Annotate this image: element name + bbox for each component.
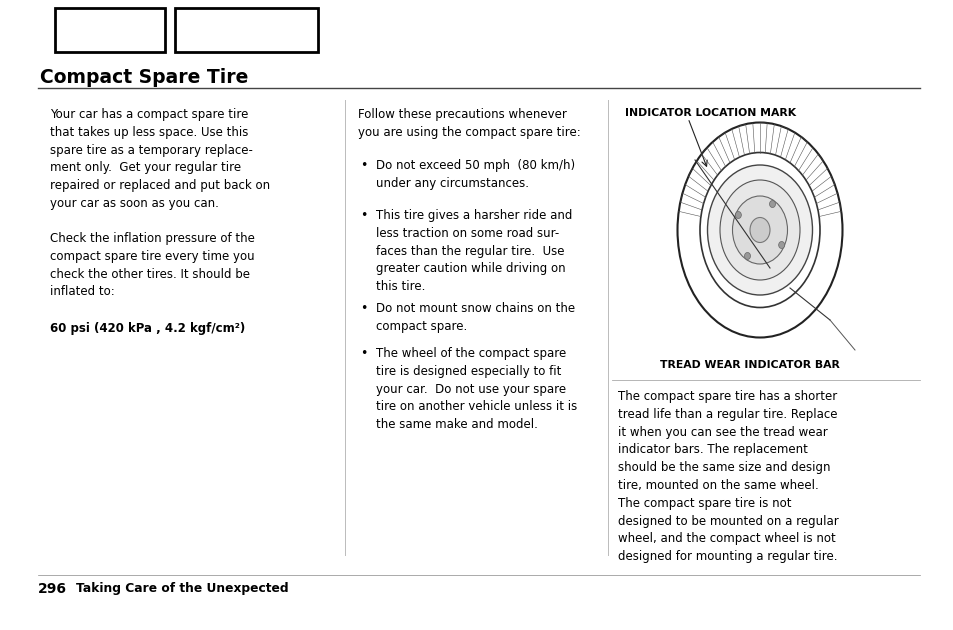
- Text: This tire gives a harsher ride and
less traction on some road sur-
faces than th: This tire gives a harsher ride and less …: [375, 209, 572, 293]
- Text: 296: 296: [38, 582, 67, 596]
- Text: Check the inflation pressure of the
compact spare tire every time you
check the : Check the inflation pressure of the comp…: [50, 232, 254, 299]
- Text: Taking Care of the Unexpected: Taking Care of the Unexpected: [76, 582, 289, 595]
- Ellipse shape: [769, 200, 775, 207]
- Ellipse shape: [700, 152, 820, 307]
- Text: The compact spare tire has a shorter
tread life than a regular tire. Replace
it : The compact spare tire has a shorter tre…: [618, 390, 838, 563]
- Ellipse shape: [707, 165, 812, 295]
- Ellipse shape: [743, 253, 750, 260]
- Ellipse shape: [677, 122, 841, 338]
- Bar: [174, 8, 317, 52]
- Text: Do not exceed 50 mph  (80 km/h)
under any circumstances.: Do not exceed 50 mph (80 km/h) under any…: [375, 159, 575, 190]
- Ellipse shape: [732, 196, 786, 264]
- Ellipse shape: [749, 217, 769, 243]
- Text: TREAD WEAR INDICATOR BAR: TREAD WEAR INDICATOR BAR: [659, 360, 839, 370]
- Text: •: •: [359, 347, 367, 360]
- Text: The wheel of the compact spare
tire is designed especially to fit
your car.  Do : The wheel of the compact spare tire is d…: [375, 347, 577, 431]
- Text: INDICATOR LOCATION MARK: INDICATOR LOCATION MARK: [624, 108, 796, 118]
- Ellipse shape: [735, 212, 740, 219]
- Ellipse shape: [720, 180, 800, 280]
- Text: 60 psi (420 kPa , 4.2 kgf/cm²): 60 psi (420 kPa , 4.2 kgf/cm²): [50, 322, 245, 335]
- Bar: [55, 8, 165, 52]
- Text: •: •: [359, 209, 367, 222]
- Text: Do not mount snow chains on the
compact spare.: Do not mount snow chains on the compact …: [375, 302, 575, 333]
- Text: Your car has a compact spare tire
that takes up less space. Use this
spare tire : Your car has a compact spare tire that t…: [50, 108, 270, 210]
- Text: •: •: [359, 159, 367, 172]
- Ellipse shape: [778, 241, 783, 248]
- Text: Compact Spare Tire: Compact Spare Tire: [40, 68, 248, 87]
- Text: Follow these precautions whenever
you are using the compact spare tire:: Follow these precautions whenever you ar…: [357, 108, 580, 139]
- Text: •: •: [359, 302, 367, 315]
